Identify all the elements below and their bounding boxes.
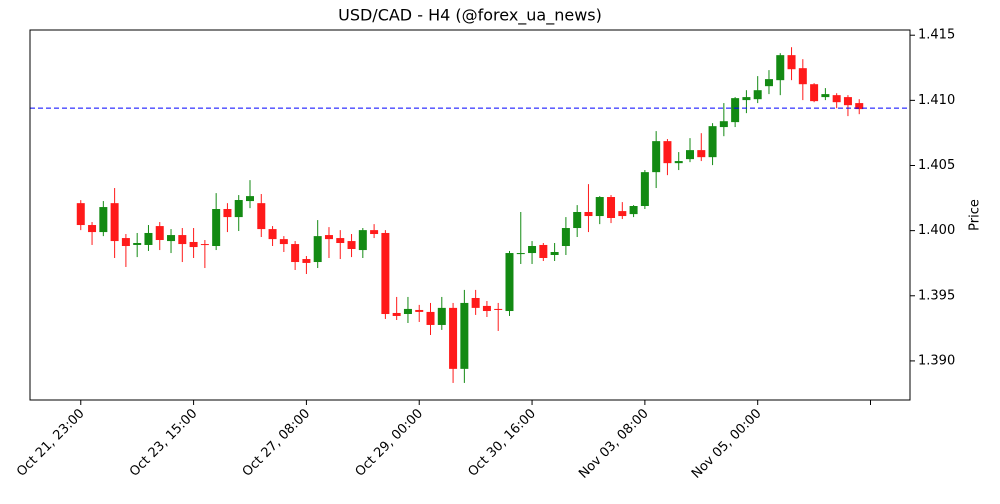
candle-body: [449, 307, 458, 369]
candle-body: [155, 226, 164, 241]
candle-body: [561, 228, 570, 247]
candle-body: [629, 206, 638, 215]
y-tick-label: 1.390: [918, 353, 955, 368]
candle-body: [291, 244, 300, 263]
candle-body: [618, 211, 627, 217]
candle-body: [787, 55, 796, 70]
y-tick-label: 1.400: [918, 223, 955, 238]
candle-body: [697, 150, 706, 158]
candle-body: [719, 121, 728, 128]
candle-body: [324, 235, 333, 240]
candle-body: [133, 243, 142, 245]
candle-body: [482, 305, 491, 312]
candle-body: [313, 236, 322, 263]
y-axis-label: Price: [968, 199, 983, 231]
candle-body: [279, 239, 288, 245]
candle-body: [381, 232, 390, 315]
y-tick-label: 1.410: [918, 93, 955, 108]
candle-body: [370, 230, 379, 235]
candle-body: [516, 253, 525, 255]
candle-body: [167, 235, 176, 242]
candle-body: [121, 238, 130, 247]
x-tick-label: Oct 29, 00:00: [353, 406, 426, 479]
candle-body: [764, 79, 773, 87]
candle-body: [855, 103, 864, 110]
candle-body: [302, 259, 311, 263]
candle-body: [708, 126, 717, 158]
candle-body: [110, 203, 119, 242]
chart-title: USD/CAD - H4 (@forex_ua_news): [338, 6, 602, 26]
x-tick-label: Oct 30, 16:00: [465, 406, 538, 479]
candle-body: [347, 241, 356, 250]
candle-body: [595, 197, 604, 217]
plot-frame: [29, 29, 911, 401]
candle-body: [550, 252, 559, 255]
x-tick-label: Oct 21, 23:00: [14, 406, 87, 479]
candle-body: [753, 90, 762, 100]
candle-body: [471, 297, 480, 308]
candle-body: [392, 312, 401, 316]
y-tick-label: 1.415: [918, 28, 955, 43]
candle-body: [584, 212, 593, 217]
candle-body: [460, 302, 469, 369]
candle-body: [731, 98, 740, 123]
candle-body: [358, 230, 367, 251]
x-tick-label: Nov 05, 00:00: [689, 406, 765, 482]
candle-body: [426, 311, 435, 325]
x-tick-label: Nov 03, 08:00: [576, 406, 652, 482]
candle-body: [336, 238, 345, 244]
candle-body: [686, 150, 694, 160]
candle-body: [674, 161, 683, 164]
candle-body: [234, 200, 243, 218]
y-tick-label: 1.395: [918, 288, 955, 303]
candle-body: [607, 197, 616, 218]
candle-body: [843, 97, 852, 106]
candle-body: [640, 172, 649, 207]
candle-body: [246, 196, 254, 202]
candle-body: [212, 209, 221, 247]
candle-body: [798, 68, 807, 85]
candle-body: [810, 84, 819, 102]
candle-body: [776, 55, 785, 81]
candle-body: [415, 309, 424, 312]
candle-body: [505, 253, 514, 312]
candle-body: [663, 141, 672, 164]
candle-body: [189, 241, 198, 248]
candle-body: [144, 232, 153, 245]
candle-body: [257, 203, 266, 230]
candle-body: [742, 97, 751, 101]
candle-body: [88, 225, 97, 233]
candle-body: [437, 307, 446, 325]
candle-body: [268, 229, 277, 240]
x-tick-label: Oct 27, 08:00: [240, 406, 313, 479]
candle-body: [539, 244, 548, 258]
candle-body: [528, 246, 537, 254]
candle-body: [832, 95, 841, 103]
candle-body: [99, 207, 108, 233]
candle-body: [76, 203, 85, 226]
candle-body: [223, 209, 232, 218]
candle-body: [652, 141, 661, 173]
candle-body: [573, 212, 582, 229]
candle-body: [178, 235, 187, 245]
candle-body: [494, 308, 503, 310]
candle-body: [403, 308, 412, 315]
y-tick-label: 1.405: [918, 158, 955, 173]
candle-body: [200, 244, 209, 246]
candle-body: [821, 94, 830, 98]
x-tick-label: Oct 23, 15:00: [127, 406, 200, 479]
